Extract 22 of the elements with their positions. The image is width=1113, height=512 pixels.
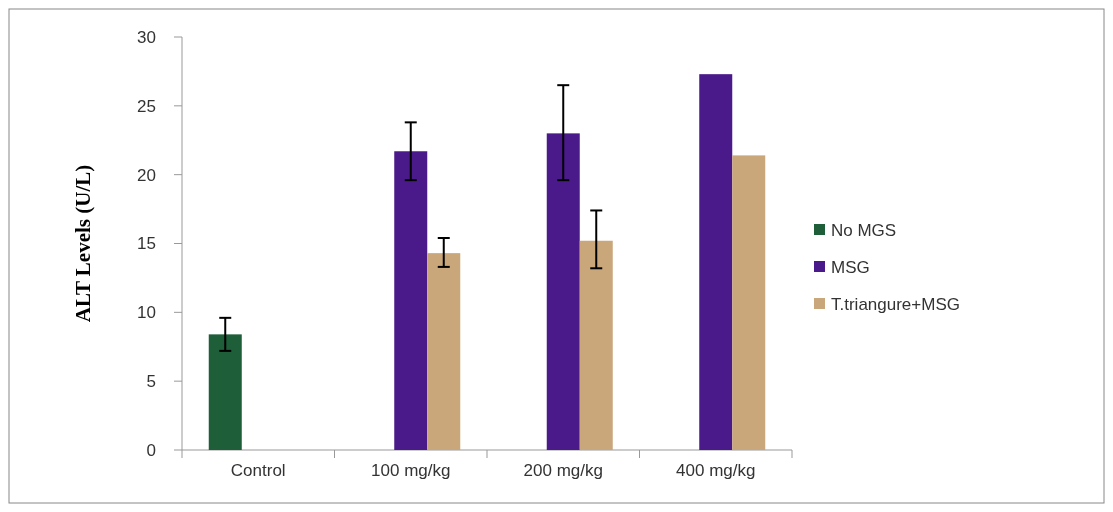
y-tick-label: 30 xyxy=(137,27,156,47)
y-tick-label: 25 xyxy=(137,96,156,116)
x-tick-label: Control xyxy=(230,461,286,480)
bar xyxy=(579,240,613,450)
y-tick-label: 20 xyxy=(137,165,156,185)
bar xyxy=(208,334,242,450)
x-tick-label: 100 mg/kg xyxy=(371,461,451,480)
x-tick-label: 200 mg/kg xyxy=(523,461,603,480)
y-axis-title: ALT Levels (U/L) xyxy=(71,164,95,323)
legend-label: No MGS xyxy=(831,220,897,240)
x-tick-label: 400 mg/kg xyxy=(676,461,756,480)
bar xyxy=(394,151,428,450)
y-tick-label: 0 xyxy=(146,440,156,460)
bar xyxy=(732,155,766,450)
y-tick-label: 15 xyxy=(137,234,156,254)
bar xyxy=(699,74,733,450)
legend-label: T.triangure+MSG xyxy=(831,294,960,314)
bar xyxy=(427,253,461,450)
y-tick-label: 10 xyxy=(137,303,156,323)
bar xyxy=(546,133,580,450)
legend-label: MSG xyxy=(831,257,870,277)
y-tick-label: 5 xyxy=(146,372,156,392)
